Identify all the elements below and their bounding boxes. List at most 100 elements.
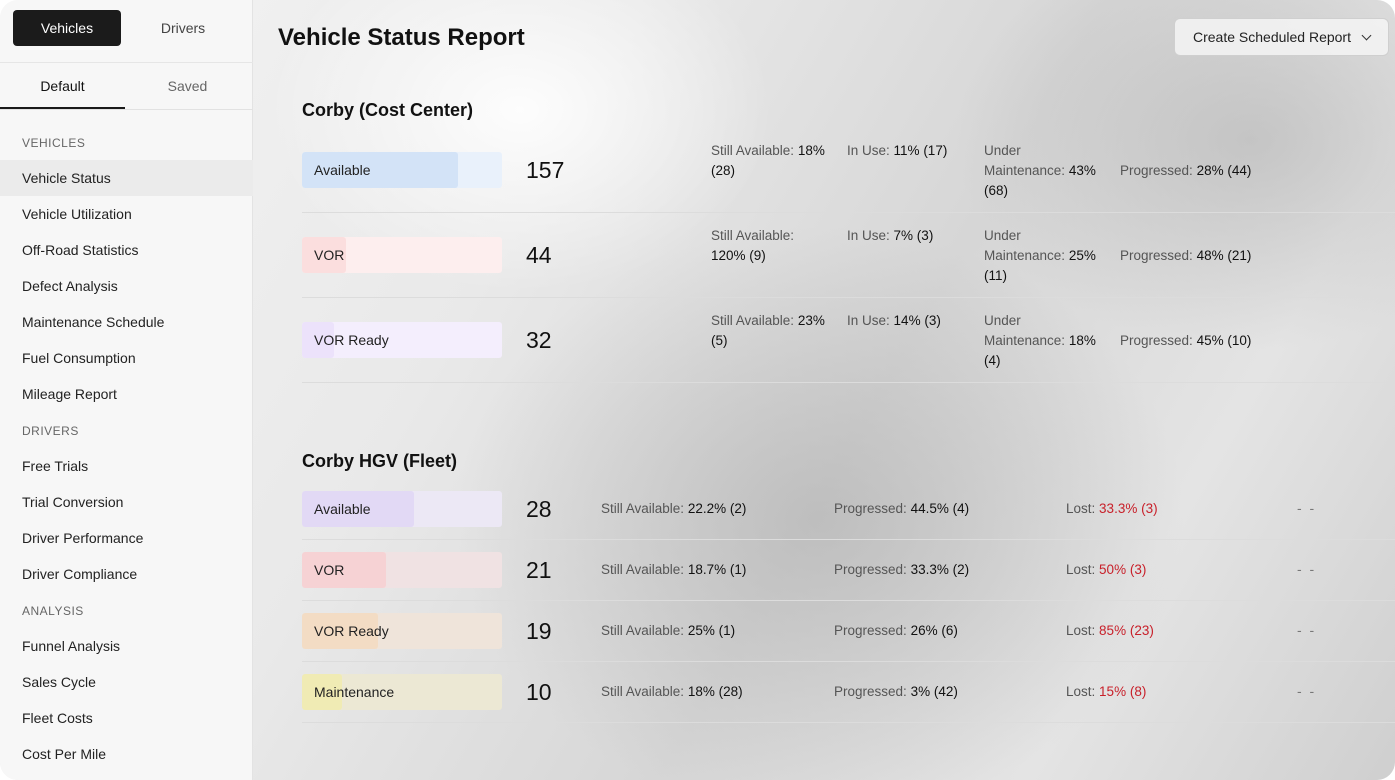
sidebar-item-sales-cycle[interactable]: Sales Cycle <box>22 674 96 690</box>
in-use-label: In Use: <box>847 228 890 243</box>
progressed-value: 28% (44) <box>1196 163 1252 178</box>
lost-value: 33.3% (3) <box>1099 501 1158 516</box>
progressed-value: 45% (10) <box>1196 333 1252 348</box>
empty-placeholder: - - <box>1297 500 1317 516</box>
sidebar: Vehicles Drivers Default Saved VEHICLES V… <box>0 0 253 780</box>
still-available-stat: Still Available: 18% (28) <box>601 682 743 702</box>
maintenance-value: 25% <box>1068 248 1096 263</box>
status-pill: VOR <box>302 237 502 273</box>
tab-vehicles[interactable]: Vehicles <box>13 10 121 46</box>
progressed-label: Progressed: <box>834 501 907 516</box>
status-count: 157 <box>526 157 565 183</box>
still-available-value: 18% <box>797 143 825 158</box>
sidebar-item-off-road-statistics[interactable]: Off-Road Statistics <box>22 242 139 258</box>
section-title: Corby HGV (Fleet) <box>302 451 458 471</box>
progressed-value: 33.3% (2) <box>910 562 970 577</box>
subtab-default[interactable]: Default <box>0 63 125 109</box>
still-available-stat: Still Available: 120% (9) <box>711 226 836 266</box>
status-label: VOR <box>314 562 345 578</box>
subtab-saved[interactable]: Saved <box>167 78 208 94</box>
progressed-stat: Progressed: 28% (44) <box>1120 161 1251 181</box>
maintenance-label-line2: Maintenance: <box>984 248 1066 263</box>
maintenance-stat: Under Maintenance: 43% (68) <box>984 141 1109 201</box>
in-use-stat: In Use: 14% (3) <box>847 311 941 331</box>
lost-label: Lost: <box>1066 501 1096 516</box>
sidebar-item-mileage-report[interactable]: Mileage Report <box>22 386 117 402</box>
progressed-label: Progressed: <box>1120 248 1193 263</box>
still-available-stat: Still Available: 23% (5) <box>711 311 836 351</box>
sidebar-item-driver-performance[interactable]: Driver Performance <box>22 530 144 546</box>
lost-label: Lost: <box>1066 562 1096 577</box>
status-count: 28 <box>526 496 552 522</box>
still-available-value: 22.2% (2) <box>687 501 747 516</box>
sidebar-item-fleet-costs[interactable]: Fleet Costs <box>22 710 93 726</box>
in-use-label: In Use: <box>847 313 890 328</box>
create-scheduled-report-button[interactable]: Create Scheduled Report <box>1174 18 1389 56</box>
status-fill <box>302 613 378 649</box>
in-use-value: 14% (3) <box>893 313 941 328</box>
status-label: Maintenance <box>314 684 395 700</box>
sidebar-item-driver-compliance[interactable]: Driver Compliance <box>22 566 138 582</box>
status-fill <box>302 552 386 588</box>
progressed-value: 44.5% (4) <box>910 501 970 516</box>
maintenance-value: 18% <box>1068 333 1096 348</box>
status-fill <box>302 152 458 188</box>
sidebar-item-trial-conversion[interactable]: Trial Conversion <box>22 494 124 510</box>
create-scheduled-report-label: Create Scheduled Report <box>1193 29 1351 45</box>
sidebar-item-fuel-consumption[interactable]: Fuel Consumption <box>22 350 136 366</box>
in-use-value: 7% (3) <box>893 228 934 243</box>
table-row: Available 157 Still Available: 18% (28) In U… <box>302 128 1395 213</box>
status-pill: Available <box>302 491 502 527</box>
sidebar-item-funnel-analysis[interactable]: Funnel Analysis <box>22 638 121 654</box>
in-use-stat: In Use: 7% (3) <box>847 226 933 246</box>
status-pill: VOR <box>302 552 502 588</box>
sub-tabs: Default Saved <box>0 62 253 110</box>
table-row: Maintenance 10 Still Available: 18% (28) Pr… <box>302 662 1395 723</box>
in-use-stat: In Use: 11% (17) <box>847 141 947 161</box>
status-fill <box>302 674 342 710</box>
lost-label: Lost: <box>1066 684 1096 699</box>
status-fill <box>302 491 414 527</box>
progressed-stat: Progressed: 44.5% (4) <box>834 499 969 519</box>
progressed-value: 26% (6) <box>910 623 958 638</box>
sidebar-item-cost-per-mile[interactable]: Cost Per Mile <box>22 746 107 762</box>
sidebar-item-vehicle-utilization[interactable]: Vehicle Utilization <box>22 206 132 222</box>
still-available-value: 25% (1) <box>687 623 736 638</box>
still-available-label: Still Available: <box>711 143 795 158</box>
still-available-label: Still Available: <box>601 562 685 577</box>
sidebar-item-defect-analysis[interactable]: Defect Analysis <box>22 278 118 294</box>
chevron-down-icon <box>1361 30 1372 40</box>
status-pill: Available <box>302 152 502 188</box>
sidebar-item-free-trials[interactable]: Free Trials <box>22 458 89 474</box>
tab-drivers[interactable]: Drivers <box>160 20 206 36</box>
in-use-label: In Use: <box>847 143 890 158</box>
status-label: VOR Ready <box>314 623 389 639</box>
maintenance-stat: Under Maintenance: 25% (11) <box>984 226 1109 286</box>
nav-group-label: DRIVERS <box>22 424 79 438</box>
table-row: VOR Ready 19 Still Available: 25% (1) Progr… <box>302 601 1395 662</box>
status-pill: Maintenance <box>302 674 502 710</box>
maintenance-label-line1: Under <box>984 313 1021 328</box>
lost-value: 50% (3) <box>1099 562 1147 577</box>
nav-group-label: VEHICLES <box>22 136 86 150</box>
sidebar-item-vehicle-status[interactable]: Vehicle Status <box>0 160 253 196</box>
still-available-value: 23% <box>797 313 825 328</box>
table-row: Available 28 Still Available: 22.2% (2) Pro… <box>302 479 1395 540</box>
maintenance-label-line2: Maintenance: <box>984 333 1066 348</box>
maintenance-value: 43% <box>1068 163 1096 178</box>
status-pill: VOR Ready <box>302 322 502 358</box>
progressed-value: 48% (21) <box>1196 248 1252 263</box>
status-count: 44 <box>526 242 552 268</box>
still-available-label: Still Available: <box>711 228 795 243</box>
maintenance-label-line1: Under <box>984 143 1021 158</box>
status-label: Available <box>314 162 371 178</box>
sidebar-item-maintenance-schedule[interactable]: Maintenance Schedule <box>22 314 165 330</box>
lost-stat: Lost: 50% (3) <box>1066 560 1146 580</box>
lost-value: 15% (8) <box>1099 684 1147 699</box>
table-row: VOR 44 Still Available: 120% (9) In Use: 7%… <box>302 213 1395 298</box>
status-label: VOR <box>314 247 345 263</box>
still-available-label: Still Available: <box>601 684 685 699</box>
status-fill <box>302 322 334 358</box>
progressed-stat: Progressed: 3% (42) <box>834 682 958 702</box>
